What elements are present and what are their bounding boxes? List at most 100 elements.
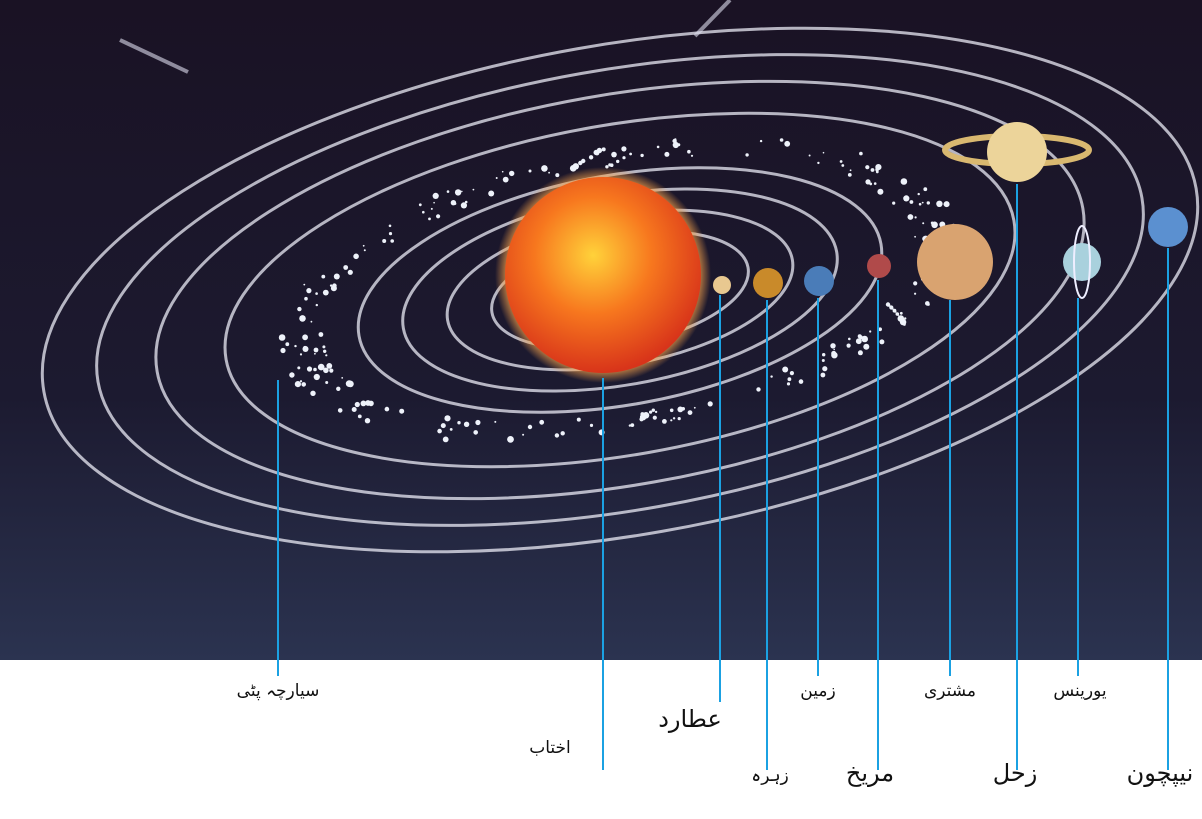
asteroid xyxy=(306,288,312,294)
asteroid xyxy=(297,366,301,370)
asteroid xyxy=(501,170,504,173)
saturn xyxy=(987,122,1047,182)
asteroid xyxy=(784,140,791,147)
orbit xyxy=(154,79,1086,501)
asteroid xyxy=(364,418,371,424)
asteroid xyxy=(943,202,947,206)
asteroid xyxy=(509,170,515,177)
asteroid xyxy=(285,342,290,347)
asteroid xyxy=(629,152,632,156)
asteroid xyxy=(651,408,655,412)
asteroid xyxy=(306,366,313,372)
asteroid xyxy=(616,159,620,164)
uranus-ring xyxy=(1073,225,1091,299)
label: زہرہ xyxy=(751,766,789,786)
asteroid xyxy=(899,311,903,315)
asteroid xyxy=(333,273,340,280)
asteroid xyxy=(294,344,297,348)
asteroid xyxy=(430,207,433,210)
asteroid xyxy=(337,408,343,413)
asteroid xyxy=(857,350,863,356)
asteroid xyxy=(859,335,863,340)
asteroid xyxy=(560,431,565,436)
asteroid xyxy=(923,187,928,192)
label: سیارچہ پٹی xyxy=(237,681,320,701)
asteroid xyxy=(440,423,446,429)
asteroid xyxy=(656,145,660,149)
asteroid xyxy=(464,200,468,204)
orbit xyxy=(223,111,1017,469)
asteroid xyxy=(384,406,390,412)
asteroid xyxy=(488,190,495,197)
asteroid xyxy=(654,410,658,414)
asteroid xyxy=(325,354,328,357)
asteroid xyxy=(502,176,509,183)
asteroid xyxy=(608,163,612,167)
asteroid xyxy=(942,223,945,226)
asteroid xyxy=(770,375,773,378)
asteroid xyxy=(572,163,579,170)
asteroid xyxy=(649,410,653,414)
asteroid xyxy=(432,192,439,199)
label: نیپچون xyxy=(1127,759,1194,787)
asteroid xyxy=(299,315,306,322)
asteroid xyxy=(664,151,670,157)
asteroid xyxy=(786,382,791,386)
jupiter xyxy=(917,224,993,300)
asteroid xyxy=(472,188,475,191)
asteroid xyxy=(628,424,632,427)
asteroid xyxy=(596,147,603,154)
asteroid xyxy=(428,217,431,221)
asteroid xyxy=(330,285,337,292)
asteroid xyxy=(433,201,435,204)
asteroid xyxy=(873,182,877,185)
asteroid xyxy=(922,222,925,225)
asteroid xyxy=(640,412,645,417)
asteroid xyxy=(707,401,713,407)
asteroid xyxy=(442,436,449,443)
asteroid xyxy=(554,433,560,438)
asteroid xyxy=(494,420,497,423)
asteroid xyxy=(365,400,371,406)
asteroid xyxy=(351,407,357,412)
asteroid xyxy=(450,200,457,206)
asteroid xyxy=(789,371,795,376)
asteroid xyxy=(914,292,917,295)
label: یورینس xyxy=(1053,681,1107,701)
asteroid xyxy=(289,372,295,378)
asteroid xyxy=(422,210,425,214)
asteroid xyxy=(303,283,306,286)
asteroid xyxy=(903,195,910,202)
label: زمین xyxy=(800,681,835,701)
asteroid xyxy=(317,363,325,371)
asteroid xyxy=(581,158,586,164)
asteroid xyxy=(879,339,885,345)
asteroid xyxy=(831,350,837,356)
asteroid xyxy=(662,419,667,424)
asteroid xyxy=(907,214,914,220)
asteroid xyxy=(314,352,316,355)
asteroid xyxy=(322,289,329,296)
label: اختاب xyxy=(529,738,571,758)
asteroid xyxy=(847,173,852,177)
asteroid xyxy=(446,190,450,193)
asteroid-belt xyxy=(278,138,964,443)
asteroid xyxy=(681,407,685,411)
uranus xyxy=(1063,243,1101,281)
asteroid xyxy=(460,202,467,209)
asteroid xyxy=(652,415,657,420)
mars xyxy=(867,254,891,278)
asteroid xyxy=(360,400,367,407)
asteroid xyxy=(278,334,286,341)
orbit xyxy=(40,26,1200,554)
asteroid xyxy=(861,335,868,343)
asteroid xyxy=(315,303,318,307)
asteroid xyxy=(475,419,481,426)
asteroid xyxy=(900,178,908,185)
label: عطارد xyxy=(658,705,722,733)
asteroid xyxy=(779,138,784,142)
asteroid xyxy=(611,151,617,158)
asteroid xyxy=(388,224,392,228)
asteroid xyxy=(507,436,514,443)
